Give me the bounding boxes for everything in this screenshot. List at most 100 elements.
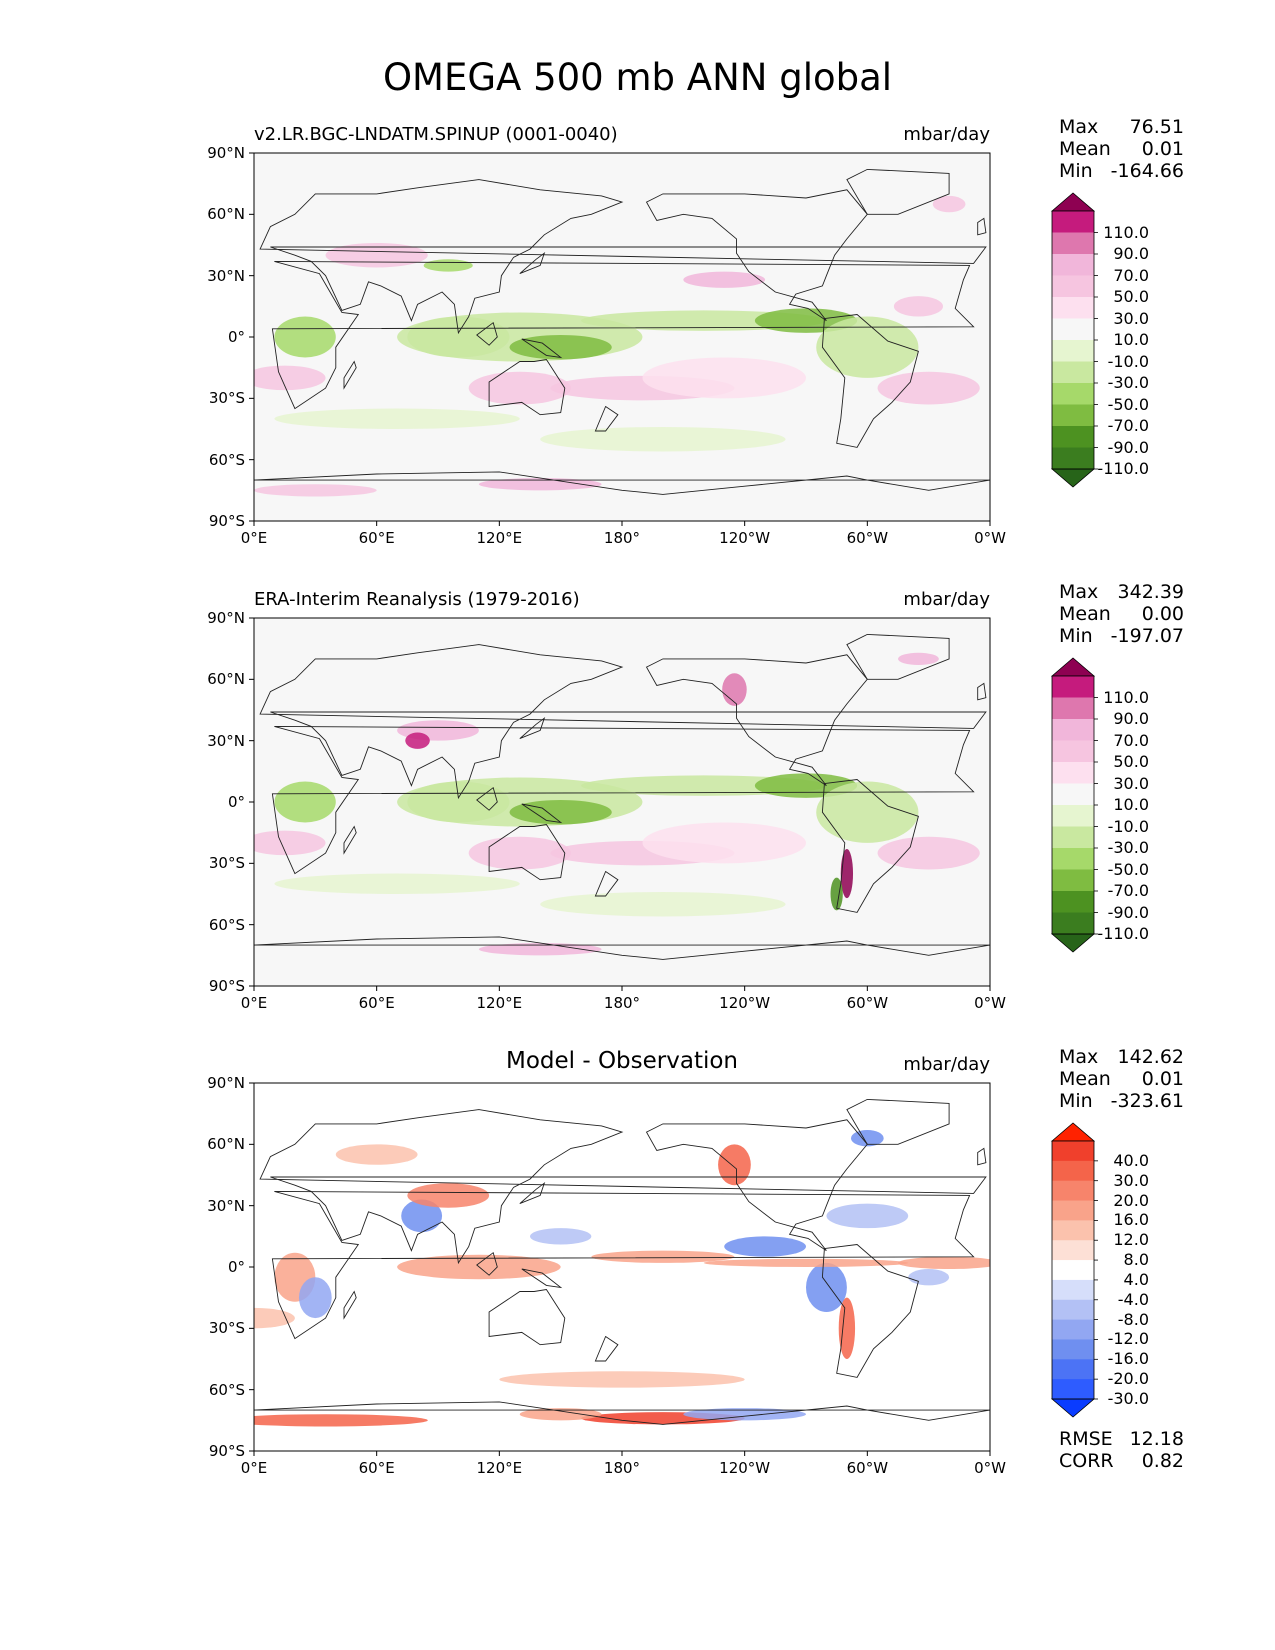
- coastline: [271, 725, 975, 875]
- colorbar-extend-top: [1050, 192, 1096, 212]
- map-panel-diff: [249, 1082, 991, 1456]
- panel-units: mbar/day: [903, 589, 990, 610]
- coastline: [821, 314, 919, 448]
- stat-row-corr: CORR 0.82: [1059, 1450, 1184, 1472]
- colorbar-tick-label: -70.0: [1107, 416, 1149, 435]
- field-anomaly: [816, 781, 919, 843]
- field-anomaly: [254, 1414, 428, 1427]
- colorbar-tick-label: -50.0: [1107, 394, 1149, 414]
- panel-title: v2.LR.BGC-LNDATM.SPINUP (0001-0040): [254, 124, 618, 145]
- lat-tick-label: 60°S: [208, 450, 245, 469]
- colorbar-segment: [1052, 254, 1094, 276]
- colorbar-segment: [1052, 891, 1094, 913]
- colorbar-extend-bottom: [1050, 1398, 1096, 1418]
- lat-tick-label: 60°N: [207, 1135, 245, 1154]
- colorbar-segment: [1052, 383, 1094, 405]
- colorbar-extend-top: [1050, 657, 1096, 677]
- colorbar-ref: [1050, 657, 1098, 953]
- coastline: [271, 260, 975, 410]
- coastline: [594, 1335, 619, 1362]
- field-anomaly: [724, 1236, 806, 1257]
- field-anomaly: [478, 478, 602, 491]
- field-anomaly: [877, 371, 980, 405]
- colorbar-tick-label: -10.0: [1107, 816, 1149, 836]
- coastline: [977, 217, 987, 236]
- field-anomaly: [642, 357, 806, 399]
- coastline: [521, 803, 563, 824]
- colorbar-tick-label: 4.0: [1123, 1269, 1149, 1289]
- coastline: [259, 644, 987, 800]
- field-anomaly: [468, 836, 571, 870]
- colorbar-tick-label: 12.0: [1113, 1230, 1149, 1250]
- field-anomaly: [898, 1256, 990, 1270]
- stat-row-max: Max 342.39: [1059, 581, 1184, 603]
- field-anomaly: [274, 408, 520, 429]
- coastline: [645, 189, 868, 321]
- coastline: [343, 360, 357, 390]
- colorbar-segment: [1052, 297, 1094, 319]
- lat-tick-label: 0°: [227, 793, 245, 811]
- lat-tick-label: 0°: [227, 328, 245, 346]
- colorbar-tick-label: -50.0: [1107, 859, 1149, 879]
- field-anomaly: [683, 1408, 807, 1421]
- lat-tick-label: 60°N: [207, 205, 245, 224]
- colorbar-frame: [1051, 1140, 1095, 1400]
- coastline: [519, 1181, 546, 1205]
- colorbar-segment: [1052, 318, 1094, 341]
- colorbar-segment: [1052, 275, 1094, 298]
- field-anomaly: [254, 830, 326, 856]
- field-anomaly: [519, 1408, 602, 1421]
- lon-tick-label: 180°: [603, 1459, 641, 1477]
- coastline: [476, 786, 498, 811]
- colorbar-diff: [1050, 1122, 1098, 1418]
- colorbar-extend-bottom: [1050, 468, 1096, 488]
- coastline: [343, 825, 357, 855]
- field-anomaly: [722, 673, 747, 706]
- colorbar-tick-label: -12.0: [1107, 1329, 1149, 1349]
- stat-label: Max: [1059, 1046, 1099, 1068]
- lon-tick-label: 0°E: [240, 529, 268, 547]
- stat-label: CORR: [1059, 1450, 1114, 1472]
- colorbar-tick-label: 110.0: [1103, 687, 1149, 707]
- stat-label: Max: [1059, 581, 1099, 603]
- coastline: [645, 654, 868, 786]
- coastline: [254, 471, 990, 495]
- field-anomaly: [591, 1250, 735, 1263]
- stat-row-rmse: RMSE 12.18: [1059, 1428, 1184, 1450]
- stat-value: 0.00: [1141, 603, 1184, 625]
- coastlines: [254, 1098, 990, 1425]
- colorbar-segment: [1052, 762, 1094, 784]
- field-anomaly: [405, 732, 430, 749]
- lat-tick-label: 30°N: [207, 266, 245, 285]
- coastline: [846, 168, 950, 215]
- coastline: [521, 1268, 563, 1289]
- lat-tick-label: 0°: [227, 1258, 245, 1276]
- colorbar-tick-label: 70.0: [1113, 265, 1149, 285]
- field-anomaly: [530, 1228, 592, 1245]
- stat-label: Min: [1059, 625, 1093, 647]
- colorbar-tick-label: 50.0: [1113, 287, 1149, 306]
- lat-tick-label: 60°S: [208, 1380, 245, 1399]
- field-anomaly: [407, 316, 510, 358]
- stat-label: Max: [1059, 116, 1099, 138]
- colorbar-segment: [1052, 232, 1094, 255]
- field-anomaly: [830, 877, 843, 911]
- colorbar-tick-label: 50.0: [1113, 752, 1149, 771]
- lon-tick-label: 60°E: [358, 1459, 395, 1477]
- stat-label: Mean: [1059, 603, 1111, 625]
- colorbar-tick-label: -90.0: [1107, 902, 1149, 922]
- colorbar-segment: [1052, 1319, 1094, 1340]
- field-anomaly: [407, 781, 510, 823]
- coastline: [594, 405, 619, 432]
- coastline: [846, 1098, 950, 1145]
- coastline: [488, 359, 566, 416]
- field-anomaly: [298, 1277, 332, 1319]
- field-anomaly: [274, 781, 336, 823]
- stat-value: 0.01: [1141, 138, 1184, 160]
- field-anomaly: [478, 943, 602, 956]
- field-anomaly: [423, 259, 473, 272]
- colorbar-segment: [1052, 1240, 1094, 1261]
- field-anomaly: [274, 873, 520, 894]
- colorbar-tick-label: -20.0: [1107, 1369, 1149, 1389]
- field-anomaly: [499, 1371, 745, 1388]
